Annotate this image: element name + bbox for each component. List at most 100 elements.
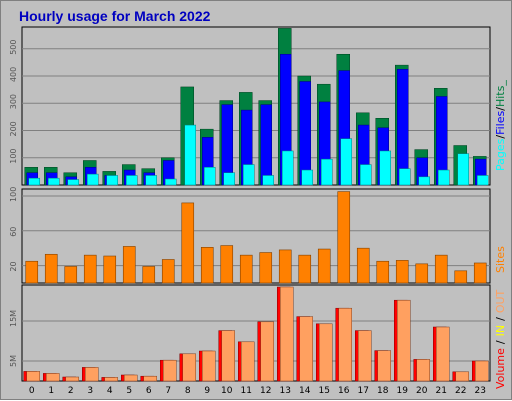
x-tick-label: 11 [241,386,252,396]
bar-sites-3 [83,254,97,284]
bar-sites-23 [473,262,487,284]
bar-sites-18 [376,260,390,284]
x-tick-label: 2 [68,386,74,396]
bar-out-9 [202,350,216,382]
bar-pages-23 [477,175,489,186]
bar-out-8 [182,353,196,382]
bar-out-1 [46,373,60,382]
bar-out-16 [338,307,352,382]
bar-pages-0 [28,177,40,186]
bar-out-11 [241,341,255,382]
legend-top: Pages/Files/Hits_ [494,80,507,171]
bar-pages-2 [67,179,79,186]
bar-pages-6 [145,175,157,186]
bar-pages-11 [243,164,255,186]
bar-pages-5 [126,175,138,186]
bar-pages-3 [87,173,99,186]
bar-pages-22 [457,153,469,186]
x-tick-label: 15 [319,386,330,396]
bar-pages-12 [262,175,274,186]
bar-pages-8 [184,124,196,186]
x-tick-label: 19 [397,386,409,396]
bar-files-12 [260,104,272,186]
y-tick-label: 20 [9,261,18,271]
legend-end: _ [494,80,507,87]
y-tick-label: 60 [9,227,18,237]
x-tick-label: 18 [377,386,389,396]
x-tick-label: 3 [87,386,93,396]
bar-pages-20 [418,176,430,186]
bar-files-14 [299,81,311,186]
legend-sep: / [494,107,507,111]
bar-out-3 [85,367,99,382]
y-tick-label: 100 [9,187,18,202]
y-tick-label: 500 [9,40,18,55]
bar-out-23 [475,360,489,382]
legend-out: OUT [494,289,507,313]
bar-pages-7 [165,178,177,186]
bar-sites-1 [44,253,58,284]
bar-pages-4 [106,175,118,186]
bar-out-12 [260,321,274,382]
bar-sites-5 [122,246,136,284]
bar-sites-20 [415,263,429,284]
bar-pages-14 [301,169,313,186]
legend-in: IN [494,325,507,336]
legend-sep: / [494,135,507,139]
legend-sep: / [494,317,507,321]
x-tick-label: 14 [299,386,311,396]
bar-pages-1 [48,177,60,186]
bar-sites-21 [434,254,448,284]
bar-sites-7 [161,259,175,284]
y-tick-label: 300 [9,94,18,109]
x-tick-label: 10 [221,386,233,396]
x-tick-label: 16 [338,386,350,396]
bar-out-19 [397,299,411,382]
x-tick-label: 8 [185,386,191,396]
legend-hits: Hits [494,85,507,107]
bar-out-14 [299,316,313,382]
bar-sites-11 [239,254,253,284]
bar-out-17 [358,330,372,382]
legend-middle: Sites [494,246,507,273]
legend-bottom: Volume / IN / OUT [494,289,507,389]
x-tick-label: 5 [126,386,132,396]
bar-pages-10 [223,172,235,186]
bar-out-7 [163,359,177,382]
bar-out-21 [436,326,450,382]
x-tick-label: 22 [455,386,466,396]
bar-sites-2 [64,266,78,284]
x-tick-label: 12 [260,386,271,396]
x-tick-label: 17 [358,386,369,396]
bar-pages-18 [379,150,391,186]
bar-sites-0 [25,260,39,284]
bar-out-18 [377,350,391,382]
y-tick-label: 200 [9,121,18,136]
y-tick-label: 400 [9,67,18,82]
bar-sites-14 [298,254,312,284]
bar-sites-19 [395,260,409,284]
bar-sites-16 [337,191,351,284]
chart-title: Hourly usage for March 2022 [19,8,211,24]
bar-sites-6 [142,266,156,284]
bar-pages-17 [360,164,372,186]
panel-sites [21,188,491,284]
bar-out-2 [65,376,79,382]
bar-sites-13 [278,249,292,284]
y-tick-label: 100 [9,148,18,163]
panel-hits-files-pages [21,26,491,186]
bar-pages-21 [438,169,450,186]
bar-out-0 [26,371,40,382]
bar-sites-4 [103,255,117,284]
bar-sites-12 [259,252,273,284]
bar-sites-9 [200,247,214,284]
x-tick-label: 9 [204,386,210,396]
legend-sep: / [494,340,507,344]
bar-sites-8 [181,202,195,284]
bar-pages-15 [321,158,333,186]
bar-sites-10 [220,245,234,284]
chart-panels: 100 200 300 400 500 20 60 100 5M 15M [9,26,491,382]
legend-volume: Volume [494,348,507,389]
bar-out-10 [221,330,235,382]
